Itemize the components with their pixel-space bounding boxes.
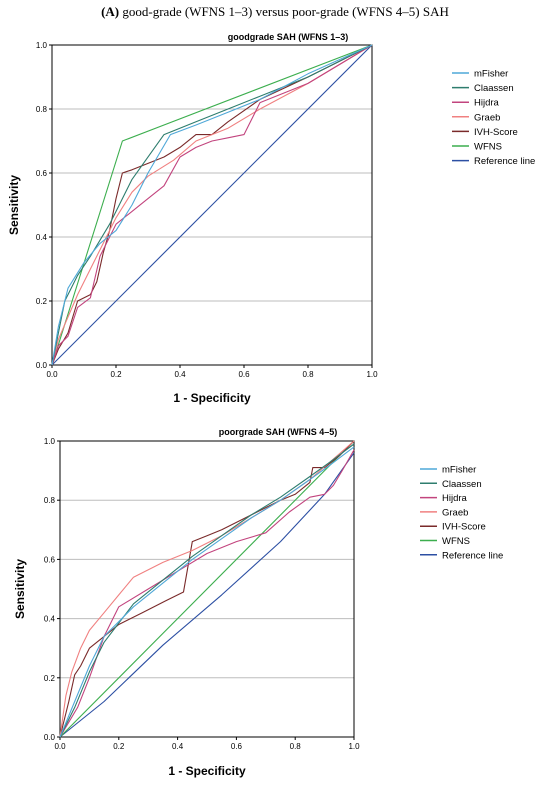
series-line-ivh-score xyxy=(59,440,355,738)
y-tick-label: 0.4 xyxy=(44,615,56,624)
y-tick-label: 0.0 xyxy=(44,733,56,742)
series-line-hijdra xyxy=(51,44,373,366)
legend-label: IVH-Score xyxy=(442,522,486,533)
series-lines xyxy=(51,44,373,366)
legend: mFisher Claassen Hijdra Graeb IVH-Score WFNS R… xyxy=(452,69,535,167)
series-line-claassen xyxy=(59,443,355,738)
gridlines xyxy=(60,499,354,679)
x-tick-label: 0.4 xyxy=(172,742,184,751)
x-tick-label: 0.0 xyxy=(46,370,58,379)
legend-label: Hijdra xyxy=(474,98,500,109)
x-tick-label: 0.8 xyxy=(302,370,314,379)
axis-ticks: 0.00.0 0.2 0.2 0.4 0.4 0.6 0.6 0.8 0.8 1.0 1.0 xyxy=(44,437,360,751)
x-tick-label: 0.6 xyxy=(231,742,243,751)
figure-title: (A) good-grade (WFNS 1–3) versus poor-gr… xyxy=(0,4,550,20)
y-tick-label: 0.8 xyxy=(36,105,48,114)
series-line-ivh-score xyxy=(51,44,373,366)
chart-title: goodgrade SAH (WFNS 1–3) xyxy=(228,32,349,42)
x-tick-label: 0.4 xyxy=(174,370,186,379)
legend-label: WFNS xyxy=(474,142,502,153)
series-line-graeb xyxy=(51,44,373,366)
series-line-mfisher xyxy=(51,44,373,366)
axis-ticks: 0.00.0 0.2 0.2 0.4 0.4 0.6 0.6 0.8 0.8 1.0 1.0 xyxy=(36,41,378,379)
gridlines xyxy=(52,108,372,302)
legend-label: Graeb xyxy=(442,507,468,518)
y-tick-label: 0.6 xyxy=(44,555,56,564)
y-tick-label: 0.4 xyxy=(36,233,48,242)
series-line-mfisher xyxy=(59,446,355,738)
figure-caption: good-grade (WFNS 1–3) versus poor-grade … xyxy=(119,4,449,19)
series-line-reference-line xyxy=(59,452,355,738)
plot-frame xyxy=(51,44,373,366)
series-lines xyxy=(59,440,355,738)
y-axis-label: Sensitivity xyxy=(13,559,27,619)
y-tick-label: 0.2 xyxy=(36,297,48,306)
y-tick-label: 0.6 xyxy=(36,169,48,178)
series-line-wfns xyxy=(51,44,373,366)
y-axis-label: Sensitivity xyxy=(7,175,21,235)
legend-label: Hijdra xyxy=(442,493,468,504)
x-tick-label: 1.0 xyxy=(366,370,378,379)
y-tick-label: 0.8 xyxy=(44,496,56,505)
legend-label: Claassen xyxy=(442,479,482,490)
series-line-reference-line xyxy=(51,44,373,366)
y-tick-label: 1.0 xyxy=(36,41,48,50)
y-tick-label: 0.0 xyxy=(36,361,48,370)
y-tick-label: 0.2 xyxy=(44,674,56,683)
series-line-hijdra xyxy=(59,449,355,738)
x-tick-label: 0.2 xyxy=(110,370,122,379)
legend-label: IVH-Score xyxy=(474,127,518,138)
legend-label: Graeb xyxy=(474,112,500,123)
x-axis-label: 1 - Specificity xyxy=(173,391,251,405)
plot-frame xyxy=(59,440,355,738)
x-tick-label: 0.8 xyxy=(290,742,302,751)
x-tick-label: 0.2 xyxy=(113,742,125,751)
series-line-wfns xyxy=(59,440,355,738)
legend-label: mFisher xyxy=(442,465,476,476)
legend: mFisher Claassen Hijdra Graeb IVH-Score WFNS R… xyxy=(420,465,503,561)
chart-title: poorgrade SAH (WFNS 4–5) xyxy=(219,427,338,437)
x-axis-label: 1 - Specificity xyxy=(168,764,246,778)
figure-label: (A) xyxy=(101,4,120,19)
y-tick-label: 1.0 xyxy=(44,437,56,446)
x-tick-label: 0.0 xyxy=(54,742,66,751)
x-tick-label: 0.6 xyxy=(238,370,250,379)
x-tick-label: 1.0 xyxy=(348,742,360,751)
legend-label: Claassen xyxy=(474,83,514,94)
legend-label: Reference line xyxy=(474,156,535,167)
legend-label: WFNS xyxy=(442,536,470,547)
legend-label: mFisher xyxy=(474,69,508,80)
roc-chart-2: 0.00.0 0.2 0.2 0.4 0.4 0.6 0.6 0.8 0.8 1.0 1.0 poor… xyxy=(13,427,503,778)
roc-chart-1: 0.00.0 0.2 0.2 0.4 0.4 0.6 0.6 0.8 0.8 1.0 1.0 good… xyxy=(7,32,535,405)
legend-label: Reference line xyxy=(442,550,503,561)
